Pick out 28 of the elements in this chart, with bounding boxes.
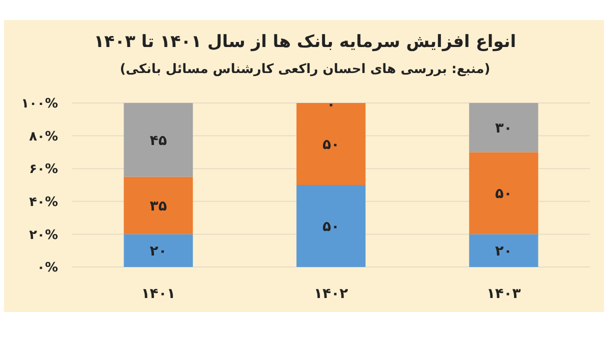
data-label: ۵۰ <box>322 218 340 235</box>
bar <box>124 234 193 267</box>
bar <box>469 103 538 152</box>
y-tick-label: ۰% <box>37 260 58 276</box>
y-tick-label: ۴۰% <box>29 194 58 210</box>
data-label: ۲۰ <box>495 244 512 260</box>
data-label: ۰ <box>326 96 336 113</box>
bar <box>469 152 538 234</box>
bar <box>469 234 538 267</box>
x-tick-label: ۱۴۰۲ <box>314 286 349 302</box>
bar <box>124 176 193 234</box>
bar <box>296 103 366 185</box>
data-label: ۲۰ <box>150 244 167 260</box>
y-tick-label: ۱۰۰% <box>21 96 58 112</box>
y-tick-label: ۸۰% <box>29 129 58 144</box>
bar <box>124 103 193 177</box>
x-tick-label: ۱۴۰۳ <box>486 286 522 302</box>
data-label: ۳۰ <box>495 120 512 136</box>
data-label: ۵۰ <box>495 186 512 202</box>
bar <box>296 185 366 267</box>
x-tick-label: ۱۴۰۱ <box>141 286 176 302</box>
data-label: ۳۵ <box>150 198 168 214</box>
chart-title: انواع افزایش سرمایه بانک ها از سال ۱۴۰۱ تا ۱۴۰۳ <box>94 32 516 52</box>
chart-subtitle: (منبع: بررسی های احسان راکعی کارشناس مسائل بانکی) <box>120 62 490 77</box>
data-label: ۴۵ <box>150 132 168 149</box>
y-tick-label: ۶۰% <box>29 162 58 178</box>
y-tick-label: ۲۰% <box>29 228 58 243</box>
data-label: ۵۰ <box>322 136 340 153</box>
